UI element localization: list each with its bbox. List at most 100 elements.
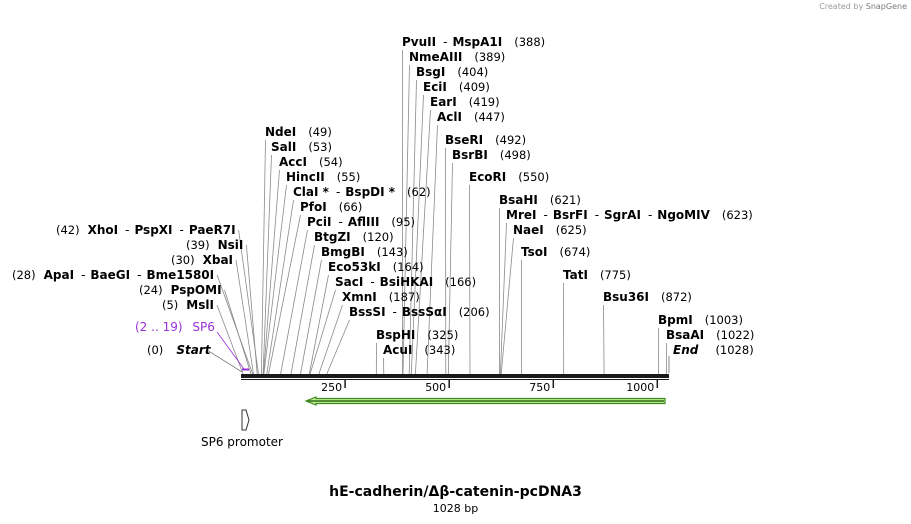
- enzyme-name: PciI: [307, 215, 332, 229]
- site-label-187: XmnI (187): [342, 290, 420, 304]
- site-label-1022: BsaAI (1022): [666, 328, 754, 342]
- site-label-30: (30) XbaI: [171, 253, 233, 267]
- site-line-95: [280, 229, 308, 375]
- site-lines: [216, 50, 667, 375]
- enzyme-name: NsiI: [218, 238, 244, 252]
- site-line-872: [603, 304, 605, 375]
- site-position: (54): [319, 155, 343, 169]
- site-position: (1003): [705, 313, 743, 327]
- site-position: (447): [474, 110, 505, 124]
- enzyme-name: MreI: [506, 208, 536, 222]
- enzyme-name: BseRI: [445, 133, 483, 147]
- site-position: (95): [391, 215, 415, 229]
- enzyme-name: XbaI: [203, 253, 233, 267]
- enzyme-name: BsrFI: [553, 208, 588, 222]
- enzyme-name: SacI: [335, 275, 363, 289]
- site-position: (187): [389, 290, 420, 304]
- site-line-30: [235, 259, 254, 375]
- site-position: (166): [445, 275, 476, 289]
- site-label-24: (24) PspOMI: [139, 283, 222, 297]
- site-label-389: NmeAIII (389): [409, 50, 505, 64]
- site-line-143: [300, 259, 322, 375]
- start-label: (0) Start: [147, 339, 212, 358]
- site-label-447: AclI (447): [437, 110, 505, 124]
- site-label-53: SalI (53): [271, 140, 332, 154]
- site-separator: -: [648, 208, 652, 222]
- site-label-343: AcuI (343): [383, 343, 455, 357]
- site-separator: -: [370, 275, 374, 289]
- site-separator: -: [543, 208, 547, 222]
- site-position: (53): [308, 140, 332, 154]
- enzyme-name: BsrBI: [452, 148, 488, 162]
- brand-name: SnapGene: [865, 2, 907, 11]
- site-position: (30): [171, 253, 195, 267]
- site-line-42: [238, 229, 259, 375]
- site-line-54: [263, 169, 280, 375]
- site-position: (66): [339, 200, 363, 214]
- site-line-623: [500, 222, 507, 375]
- site-label-55: HincII (55): [286, 170, 360, 184]
- end-label: End (1028): [673, 339, 754, 358]
- enzyme-name: MspA1I: [452, 35, 502, 49]
- site-line-164: [308, 274, 329, 375]
- start-leader: [206, 349, 243, 373]
- site-label-775: TatI (775): [563, 268, 631, 282]
- site-separator: -: [339, 215, 343, 229]
- site-position: (621): [550, 193, 581, 207]
- site-position: (49): [308, 125, 332, 139]
- site-position: (143): [377, 245, 408, 259]
- end-pos: (1028): [715, 343, 753, 357]
- site-label-5: (5) MslI: [162, 298, 214, 312]
- site-label-325: BspHI (325): [376, 328, 458, 342]
- enzyme-name: EciI: [423, 80, 447, 94]
- end-name: End: [673, 343, 699, 357]
- brand-created-by: Created by: [819, 2, 864, 11]
- sp6-primer-range: (2 .. 19): [135, 320, 183, 334]
- enzyme-name: ApaI: [44, 268, 74, 282]
- site-separator: -: [81, 268, 85, 282]
- map-length: 1028 bp: [432, 502, 479, 515]
- axis-tick-label-500: 500: [425, 381, 446, 394]
- site-label-492: BseRI (492): [445, 133, 526, 147]
- site-label-1003: BpmI (1003): [658, 313, 743, 327]
- site-line-206: [326, 319, 350, 375]
- site-position: (872): [661, 290, 692, 304]
- site-separator: -: [336, 185, 340, 199]
- enzyme-name: TatI: [563, 268, 588, 282]
- enzyme-name: AclI: [437, 110, 462, 124]
- enzyme-name: MslI: [186, 298, 214, 312]
- enzyme-name: AccI: [279, 155, 307, 169]
- enzyme-name: NgoMIV: [657, 208, 710, 222]
- enzyme-name: BaeGI: [90, 268, 130, 282]
- start-pos: (0): [147, 343, 163, 357]
- site-label-120: BtgZI (120): [314, 230, 394, 244]
- site-position: (24): [139, 283, 163, 297]
- site-separator: -: [393, 305, 397, 319]
- site-line-66: [268, 214, 301, 375]
- enzyme-name: PaeR7I: [189, 223, 236, 237]
- site-position: (62): [407, 185, 431, 199]
- site-position: (389): [474, 50, 505, 64]
- site-label-39: (39) NsiI: [186, 238, 243, 252]
- enzyme-name: PspOMI: [171, 283, 222, 297]
- site-position: (550): [518, 170, 549, 184]
- site-position: (674): [559, 245, 590, 259]
- site-position: (325): [427, 328, 458, 342]
- site-line-62: [266, 199, 294, 375]
- site-line-625: [500, 237, 514, 375]
- site-position: (28): [12, 268, 36, 282]
- site-line-55: [263, 184, 287, 375]
- enzyme-name: BpmI: [658, 313, 693, 327]
- enzyme-name: PspXI: [134, 223, 172, 237]
- enzyme-name: SalI: [271, 140, 296, 154]
- enzyme-name: PvuII: [402, 35, 436, 49]
- site-position: (39): [186, 238, 210, 252]
- enzyme-name: TsoI: [521, 245, 547, 259]
- site-separator: -: [137, 268, 141, 282]
- site-position: (206): [459, 305, 490, 319]
- axis-tick-label-750: 750: [529, 381, 550, 394]
- site-position: (1022): [716, 328, 754, 342]
- site-position: (120): [363, 230, 394, 244]
- enzyme-name: PfoI: [300, 200, 327, 214]
